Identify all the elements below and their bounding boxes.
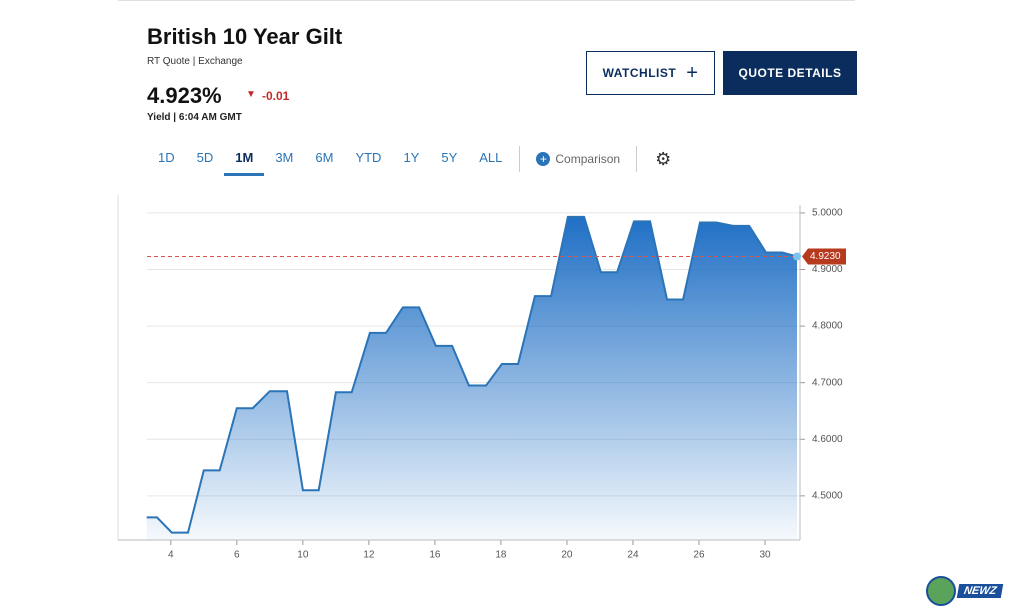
subtitle: RT Quote | Exchange <box>147 56 243 67</box>
y-tick-label: 5.0000 <box>812 208 843 219</box>
range-tab[interactable]: 5D <box>196 150 214 165</box>
logo: NEWZ <box>926 574 1016 608</box>
range-tab[interactable]: 5Y <box>441 150 458 165</box>
separator <box>519 146 521 172</box>
globe <box>926 576 956 606</box>
line <box>146 215 798 534</box>
x-tick-label: 6 <box>234 550 240 561</box>
range-tab[interactable]: 3M <box>275 150 294 165</box>
label: QUOTE DETAILS <box>738 66 842 80</box>
separator <box>636 146 638 172</box>
watchlist-button[interactable]: WATCHLIST + <box>586 51 715 95</box>
price: 4.923% <box>147 83 222 108</box>
x-tick-label: 10 <box>297 550 309 561</box>
range-tab[interactable]: YTD <box>355 150 382 165</box>
y-tick-label: 4.7000 <box>812 377 843 388</box>
range-tab[interactable]: 6M <box>315 150 334 165</box>
range-tab[interactable]: 1M <box>224 142 265 176</box>
down-arrow: ▼ <box>246 89 256 100</box>
x-tick-label: 4 <box>168 550 174 561</box>
x-tick-label: 20 <box>561 550 573 561</box>
area <box>146 216 798 540</box>
y-tick-label: 4.5000 <box>812 491 843 502</box>
change: -0.01 <box>262 89 290 103</box>
x-tick-label: 26 <box>693 550 705 561</box>
last-value-label: 4.9230 <box>810 251 841 262</box>
top-rule <box>118 0 855 1</box>
x-tick-label: 30 <box>759 550 771 561</box>
range-tab[interactable]: ALL <box>479 150 503 165</box>
range-tabs: 1D 5D 1M 3M 6M YTD 1Y 5Y ALL + Comparison ⚙ <box>147 142 671 176</box>
y-tick-label: 4.8000 <box>812 321 843 332</box>
title: British 10 Year Gilt <box>147 24 343 49</box>
last-value-badge <box>802 248 846 265</box>
settings-button[interactable]: ⚙ <box>655 148 672 169</box>
range-tab[interactable]: 1D <box>158 150 175 165</box>
last-point <box>793 252 802 261</box>
x-tick-label: 18 <box>495 550 507 561</box>
quote-details-button[interactable]: QUOTE DETAILS <box>723 51 857 95</box>
x-tick-label: 24 <box>627 550 639 561</box>
range-tab[interactable]: 1Y <box>403 150 420 165</box>
y-tick-label: 4.6000 <box>812 434 843 445</box>
logo-text: NEWZ <box>956 584 1004 598</box>
plus-icon: + <box>536 152 551 166</box>
plus-icon: + <box>686 61 699 84</box>
label: WATCHLIST <box>602 66 677 80</box>
yield-label: Yield | 6:04 AM GMT <box>147 112 242 123</box>
x-tick-label: 12 <box>363 550 375 561</box>
x-tick-label: 16 <box>429 550 441 561</box>
comparison-button[interactable]: + Comparison <box>526 152 630 166</box>
comparison-label: Comparison <box>555 152 621 166</box>
y-tick-label: 4.9000 <box>812 264 843 275</box>
